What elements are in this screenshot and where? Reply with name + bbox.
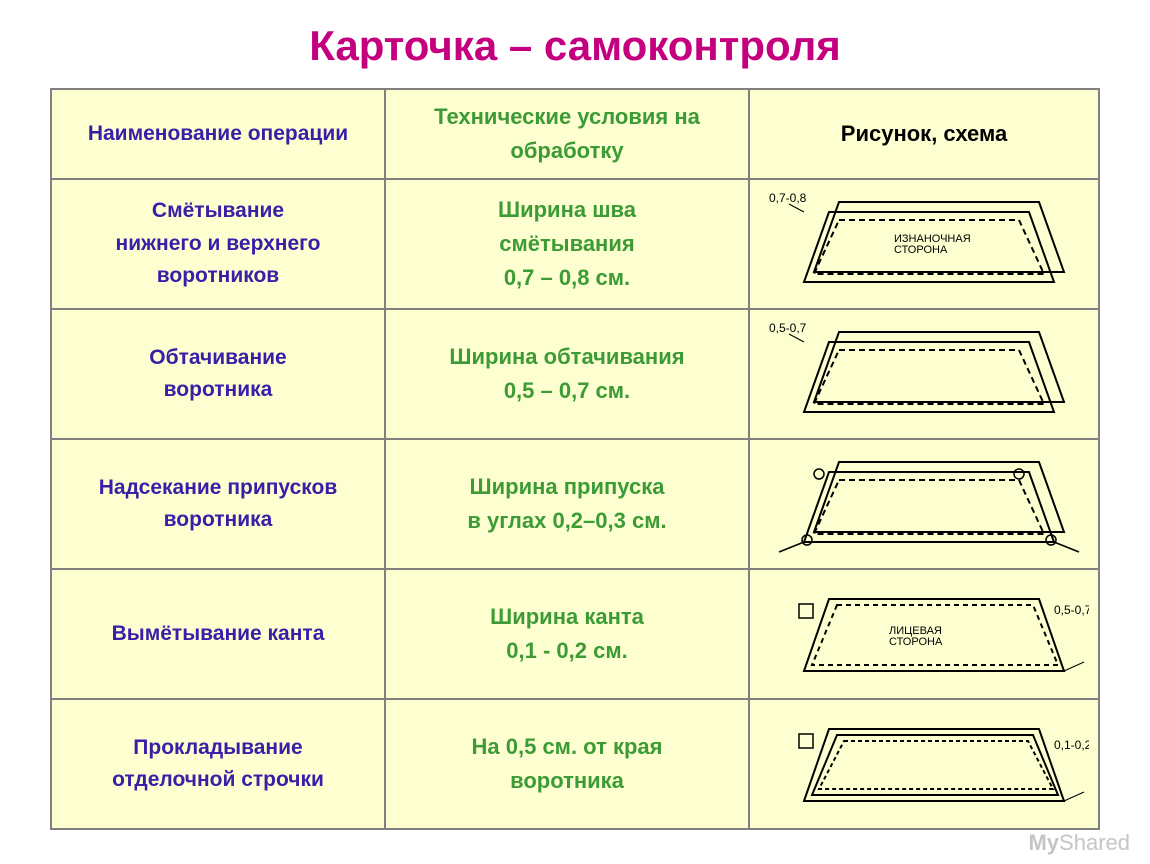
svg-text:0,5-0,7: 0,5-0,7 (1054, 603, 1089, 617)
svg-text:ЛИЦЕВАЯСТОРОНА: ЛИЦЕВАЯСТОРОНА (889, 625, 943, 648)
th-conditions: Технические условия на обработку (385, 89, 749, 179)
cell-operation: Смётываниенижнего и верхнеговоротников (51, 179, 385, 309)
watermark: MyShared (1028, 830, 1130, 856)
table-row: ОбтачиваниеворотникаШирина обтачивания0,… (51, 309, 1099, 439)
cell-diagram (749, 439, 1099, 569)
cell-diagram: 0,7-0,8 ИЗНАНОЧНАЯСТОРОНА (749, 179, 1099, 309)
svg-text:ИЗНАНОЧНАЯСТОРОНА: ИЗНАНОЧНАЯСТОРОНА (894, 233, 971, 256)
cell-operation: Вымётывание канта (51, 569, 385, 699)
cell-diagram: 0,1-0,2 (749, 699, 1099, 829)
cell-operation: Надсекание припусковворотника (51, 439, 385, 569)
svg-text:0,7-0,8: 0,7-0,8 (769, 191, 807, 205)
svg-text:0,1-0,2: 0,1-0,2 (1054, 738, 1089, 752)
table-row: Вымётывание кантаШирина канта0,1 - 0,2 с… (51, 569, 1099, 699)
cell-condition: Ширина канта0,1 - 0,2 см. (385, 569, 749, 699)
cell-operation: Обтачиваниеворотника (51, 309, 385, 439)
cell-diagram: 0,5-0,7 (749, 309, 1099, 439)
cell-condition: Ширина припускав углах 0,2–0,3 см. (385, 439, 749, 569)
cell-diagram: ЛИЦЕВАЯСТОРОНА 0,5-0,7 (749, 569, 1099, 699)
page-title: Карточка – самоконтроля (50, 22, 1100, 70)
table-row: Надсекание припусковворотникаШирина прип… (51, 439, 1099, 569)
cell-operation: Прокладываниеотделочной строчки (51, 699, 385, 829)
th-operation: Наименование операции (51, 89, 385, 179)
table-row: Смётываниенижнего и верхнеговоротниковШи… (51, 179, 1099, 309)
cell-condition: На 0,5 см. от краяворотника (385, 699, 749, 829)
table-header-row: Наименование операции Технические услови… (51, 89, 1099, 179)
self-check-table: Наименование операции Технические услови… (50, 88, 1100, 830)
table-row: Прокладываниеотделочной строчкиНа 0,5 см… (51, 699, 1099, 829)
svg-text:0,5-0,7: 0,5-0,7 (769, 321, 807, 335)
cell-condition: Ширина обтачивания0,5 – 0,7 см. (385, 309, 749, 439)
th-diagram: Рисунок, схема (749, 89, 1099, 179)
cell-condition: Ширина швасмётывания0,7 – 0,8 см. (385, 179, 749, 309)
